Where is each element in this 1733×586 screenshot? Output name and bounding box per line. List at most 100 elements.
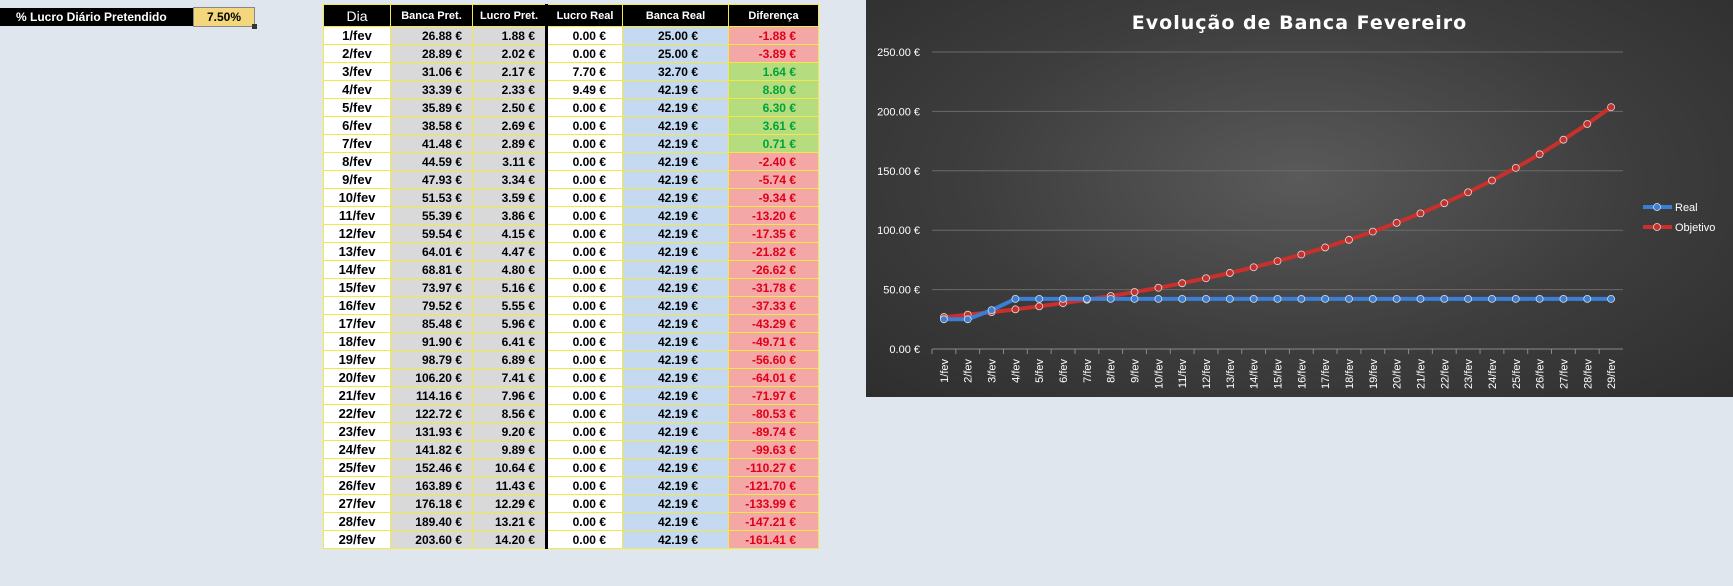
cell-dia[interactable]: 8/fev bbox=[323, 152, 391, 171]
cell-lucro-pret[interactable]: 11.43 € bbox=[472, 476, 548, 495]
cell-dia[interactable]: 11/fev bbox=[323, 206, 391, 225]
cell-diferenca[interactable]: -13.20 € bbox=[728, 206, 819, 225]
cell-diferenca[interactable]: -133.99 € bbox=[728, 494, 819, 513]
cell-lucro-pret[interactable]: 8.56 € bbox=[472, 404, 548, 423]
cell-banca-pret[interactable]: 68.81 € bbox=[390, 260, 473, 279]
cell-banca-real[interactable]: 42.19 € bbox=[622, 368, 729, 387]
cell-diferenca[interactable]: -121.70 € bbox=[728, 476, 819, 495]
cell-lucro-pret[interactable]: 14.20 € bbox=[472, 530, 548, 549]
cell-dia[interactable]: 28/fev bbox=[323, 512, 391, 531]
cell-lucro-real[interactable]: 0.00 € bbox=[546, 476, 623, 495]
col-header-banca-real[interactable]: Banca Real bbox=[622, 4, 729, 27]
profit-target-value[interactable]: 7.50% bbox=[193, 7, 257, 29]
cell-lucro-real[interactable]: 0.00 € bbox=[546, 422, 623, 441]
cell-lucro-real[interactable]: 0.00 € bbox=[546, 44, 623, 63]
cell-dia[interactable]: 29/fev bbox=[323, 530, 391, 549]
cell-lucro-pret[interactable]: 2.33 € bbox=[472, 80, 548, 99]
cell-lucro-pret[interactable]: 5.16 € bbox=[472, 278, 548, 297]
cell-dia[interactable]: 16/fev bbox=[323, 296, 391, 315]
cell-diferenca[interactable]: -71.97 € bbox=[728, 386, 819, 405]
cell-diferenca[interactable]: -80.53 € bbox=[728, 404, 819, 423]
cell-lucro-real[interactable]: 0.00 € bbox=[546, 170, 623, 189]
cell-banca-pret[interactable]: 73.97 € bbox=[390, 278, 473, 297]
cell-banca-real[interactable]: 42.19 € bbox=[622, 296, 729, 315]
cell-banca-real[interactable]: 42.19 € bbox=[622, 188, 729, 207]
cell-diferenca[interactable]: 6.30 € bbox=[728, 98, 819, 117]
cell-diferenca[interactable]: -3.89 € bbox=[728, 44, 819, 63]
cell-lucro-pret[interactable]: 6.41 € bbox=[472, 332, 548, 351]
cell-banca-pret[interactable]: 85.48 € bbox=[390, 314, 473, 333]
cell-banca-pret[interactable]: 44.59 € bbox=[390, 152, 473, 171]
cell-lucro-real[interactable]: 0.00 € bbox=[546, 350, 623, 369]
cell-lucro-real[interactable]: 0.00 € bbox=[546, 242, 623, 261]
cell-banca-pret[interactable]: 91.90 € bbox=[390, 332, 473, 351]
cell-banca-pret[interactable]: 28.89 € bbox=[390, 44, 473, 63]
cell-lucro-real[interactable]: 0.00 € bbox=[546, 494, 623, 513]
cell-lucro-real[interactable]: 0.00 € bbox=[546, 260, 623, 279]
cell-lucro-pret[interactable]: 4.15 € bbox=[472, 224, 548, 243]
cell-banca-real[interactable]: 42.19 € bbox=[622, 152, 729, 171]
cell-lucro-pret[interactable]: 13.21 € bbox=[472, 512, 548, 531]
cell-banca-pret[interactable]: 163.89 € bbox=[390, 476, 473, 495]
cell-banca-pret[interactable]: 41.48 € bbox=[390, 134, 473, 153]
cell-diferenca[interactable]: -64.01 € bbox=[728, 368, 819, 387]
cell-dia[interactable]: 2/fev bbox=[323, 44, 391, 63]
cell-lucro-pret[interactable]: 2.69 € bbox=[472, 116, 548, 135]
cell-lucro-pret[interactable]: 5.96 € bbox=[472, 314, 548, 333]
cell-banca-real[interactable]: 42.19 € bbox=[622, 206, 729, 225]
cell-diferenca[interactable]: -43.29 € bbox=[728, 314, 819, 333]
cell-dia[interactable]: 17/fev bbox=[323, 314, 391, 333]
cell-lucro-pret[interactable]: 9.20 € bbox=[472, 422, 548, 441]
cell-lucro-real[interactable]: 0.00 € bbox=[546, 314, 623, 333]
cell-lucro-pret[interactable]: 2.50 € bbox=[472, 98, 548, 117]
cell-banca-pret[interactable]: 47.93 € bbox=[390, 170, 473, 189]
cell-banca-real[interactable]: 42.19 € bbox=[622, 512, 729, 531]
cell-banca-pret[interactable]: 26.88 € bbox=[390, 26, 473, 45]
cell-lucro-real[interactable]: 0.00 € bbox=[546, 296, 623, 315]
cell-dia[interactable]: 6/fev bbox=[323, 116, 391, 135]
cell-banca-real[interactable]: 42.19 € bbox=[622, 224, 729, 243]
cell-banca-real[interactable]: 42.19 € bbox=[622, 440, 729, 459]
col-header-lucro-pret[interactable]: Lucro Pret. bbox=[472, 4, 548, 27]
cell-diferenca[interactable]: -110.27 € bbox=[728, 458, 819, 477]
cell-lucro-real[interactable]: 0.00 € bbox=[546, 206, 623, 225]
cell-banca-real[interactable]: 42.19 € bbox=[622, 404, 729, 423]
cell-banca-pret[interactable]: 203.60 € bbox=[390, 530, 473, 549]
cell-diferenca[interactable]: -17.35 € bbox=[728, 224, 819, 243]
cell-dia[interactable]: 7/fev bbox=[323, 134, 391, 153]
cell-diferenca[interactable]: -21.82 € bbox=[728, 242, 819, 261]
cell-lucro-pret[interactable]: 6.89 € bbox=[472, 350, 548, 369]
cell-lucro-real[interactable]: 0.00 € bbox=[546, 404, 623, 423]
cell-banca-real[interactable]: 42.19 € bbox=[622, 386, 729, 405]
cell-banca-pret[interactable]: 141.82 € bbox=[390, 440, 473, 459]
cell-diferenca[interactable]: -49.71 € bbox=[728, 332, 819, 351]
cell-banca-pret[interactable]: 79.52 € bbox=[390, 296, 473, 315]
cell-dia[interactable]: 19/fev bbox=[323, 350, 391, 369]
cell-lucro-real[interactable]: 0.00 € bbox=[546, 332, 623, 351]
cell-banca-real[interactable]: 42.19 € bbox=[622, 260, 729, 279]
cell-lucro-pret[interactable]: 2.17 € bbox=[472, 62, 548, 81]
cell-banca-real[interactable]: 42.19 € bbox=[622, 476, 729, 495]
cell-lucro-pret[interactable]: 10.64 € bbox=[472, 458, 548, 477]
cell-dia[interactable]: 12/fev bbox=[323, 224, 391, 243]
cell-lucro-real[interactable]: 0.00 € bbox=[546, 278, 623, 297]
cell-banca-pret[interactable]: 51.53 € bbox=[390, 188, 473, 207]
cell-diferenca[interactable]: 1.64 € bbox=[728, 62, 819, 81]
cell-dia[interactable]: 27/fev bbox=[323, 494, 391, 513]
cell-dia[interactable]: 10/fev bbox=[323, 188, 391, 207]
cell-diferenca[interactable]: -37.33 € bbox=[728, 296, 819, 315]
cell-banca-pret[interactable]: 114.16 € bbox=[390, 386, 473, 405]
cell-dia[interactable]: 18/fev bbox=[323, 332, 391, 351]
cell-lucro-real[interactable]: 7.70 € bbox=[546, 62, 623, 81]
cell-banca-real[interactable]: 42.19 € bbox=[622, 80, 729, 99]
cell-dia[interactable]: 26/fev bbox=[323, 476, 391, 495]
cell-dia[interactable]: 15/fev bbox=[323, 278, 391, 297]
cell-lucro-pret[interactable]: 3.11 € bbox=[472, 152, 548, 171]
cell-banca-pret[interactable]: 98.79 € bbox=[390, 350, 473, 369]
cell-banca-real[interactable]: 32.70 € bbox=[622, 62, 729, 81]
cell-banca-pret[interactable]: 176.18 € bbox=[390, 494, 473, 513]
cell-lucro-pret[interactable]: 9.89 € bbox=[472, 440, 548, 459]
cell-banca-real[interactable]: 25.00 € bbox=[622, 26, 729, 45]
cell-lucro-pret[interactable]: 1.88 € bbox=[472, 26, 548, 45]
cell-lucro-pret[interactable]: 12.29 € bbox=[472, 494, 548, 513]
